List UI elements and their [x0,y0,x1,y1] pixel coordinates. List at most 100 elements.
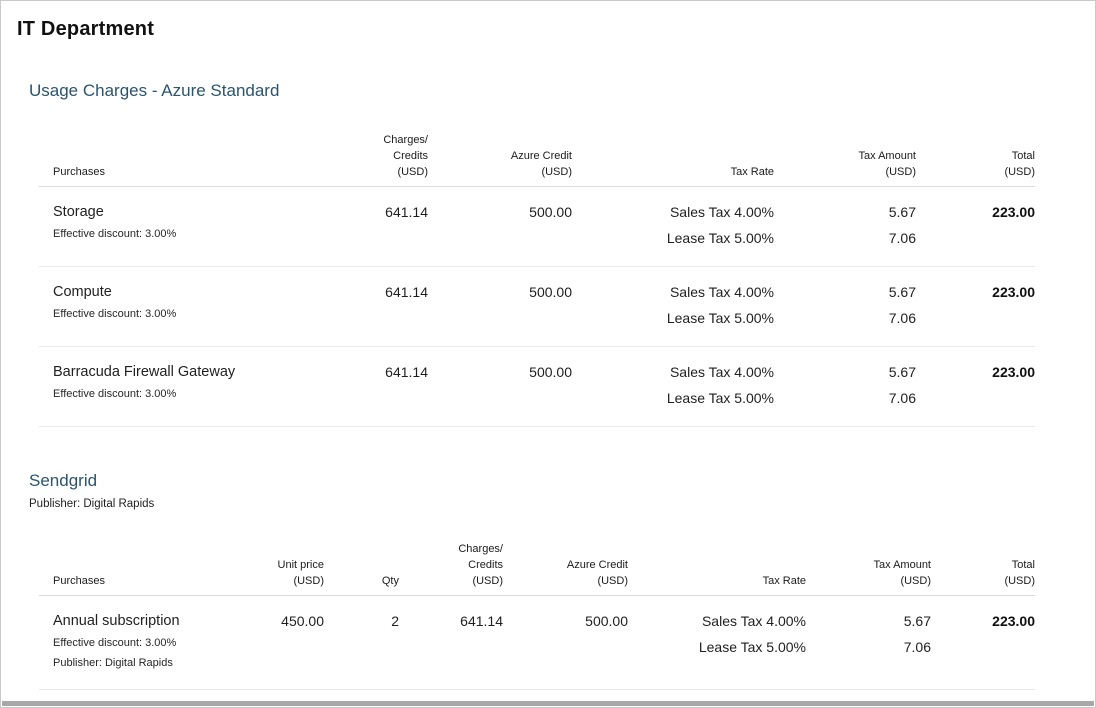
azure-credit-value: 500.00 [585,613,628,629]
unit-price-value: 450.00 [281,613,324,629]
purchase-name: Compute [53,284,112,300]
total-value: 223.00 [992,204,1035,220]
tax-rate-line: Sales Tax 4.00% [669,284,774,300]
purchase-detail: Publisher: Digital Rapids [53,657,173,669]
page-title: IT Department [17,18,155,40]
column-header-unit-price: Unit price (USD) [219,557,324,589]
sendgrid-table: Purchases Unit price (USD) Qty Charges/ … [39,538,1059,690]
tax-amount-cell: 5.67 7.06 [806,611,931,657]
column-header-line: Tax Rate [730,166,774,178]
column-header-line: Total [1011,559,1035,571]
column-header-purchases: Purchases [39,573,219,589]
charges-credits-value: 641.14 [385,284,428,300]
column-header-qty: Qty [324,573,399,589]
qty-value: 2 [391,613,399,629]
charges-credits-value: 641.14 [460,613,503,629]
column-header-charges-credits: Charges/ Credits (USD) [304,132,428,180]
tax-rate-line: Lease Tax 5.00% [666,230,774,246]
charges-credits-value: 641.14 [385,204,428,220]
column-header-line: (USD) [541,166,572,178]
purchase-detail: Effective discount: 3.00% [53,388,177,400]
column-header-line: Credits [468,559,503,571]
section-heading-sendgrid: Sendgrid [29,471,98,490]
column-header-total: Total (USD) [916,148,1035,180]
tax-rate-line: Lease Tax 5.00% [666,310,774,326]
section-publisher: Publisher: Digital Rapids [29,498,155,510]
tax-rate-cell: Sales Tax 4.00% Lease Tax 5.00% [628,611,806,657]
total-value: 223.00 [992,613,1035,629]
tax-rate-line: Sales Tax 4.00% [669,204,774,220]
column-header-total: Total (USD) [931,557,1035,589]
column-header-line: Charges/ [458,543,503,555]
column-header-tax-rate: Tax Rate [628,573,806,589]
tax-rate-cell: Sales Tax 4.00% Lease Tax 5.00% [572,282,774,328]
purchase-name: Barracuda Firewall Gateway [53,364,236,380]
horizontal-scrollbar[interactable] [2,701,1094,706]
column-header-line: Tax Rate [762,575,806,587]
tax-rate-line: Lease Tax 5.00% [698,639,806,655]
horizontal-scrollbar-thumb[interactable] [2,701,1094,706]
tax-amount-line: 5.67 [888,204,916,220]
purchase-name: Storage [53,204,104,220]
azure-credit-value: 500.00 [529,204,572,220]
column-header-tax-amount: Tax Amount (USD) [806,557,931,589]
tax-amount-cell: 5.67 7.06 [774,282,916,328]
column-header-tax-amount: Tax Amount (USD) [774,148,916,180]
table-row: Storage Effective discount: 3.00% 641.14… [39,187,1035,267]
table-row: Compute Effective discount: 3.00% 641.14… [39,267,1035,347]
column-header-line: (USD) [1004,575,1035,587]
column-header-line: Unit price [277,559,324,571]
tax-amount-line: 7.06 [888,390,916,406]
tax-amount-cell: 5.67 7.06 [774,202,916,248]
column-header-line: Purchases [53,575,105,587]
column-header-line: Purchases [53,166,105,178]
purchase-detail: Effective discount: 3.00% [53,637,177,649]
tax-rate-cell: Sales Tax 4.00% Lease Tax 5.00% [572,362,774,408]
column-header-line: (USD) [293,575,324,587]
column-header-line: Azure Credit [510,150,572,162]
tax-amount-line: 5.67 [903,613,931,629]
column-header-line: (USD) [900,575,931,587]
charges-credits-value: 641.14 [385,364,428,380]
column-header-line: Credits [393,150,428,162]
tax-rate-line: Sales Tax 4.00% [701,613,806,629]
total-value: 223.00 [992,284,1035,300]
column-header-azure-credit: Azure Credit (USD) [503,557,628,589]
purchase-detail: Effective discount: 3.00% [53,228,177,240]
usage-charges-table-header: Purchases Charges/ Credits (USD) Azure C… [39,129,1035,187]
tax-rate-cell: Sales Tax 4.00% Lease Tax 5.00% [572,202,774,248]
column-header-line: Tax Amount [858,150,916,162]
table-row: Annual subscription Effective discount: … [39,596,1035,690]
column-header-line: (USD) [885,166,916,178]
tax-amount-line: 7.06 [888,310,916,326]
tax-rate-line: Sales Tax 4.00% [669,364,774,380]
column-header-line: (USD) [597,575,628,587]
column-header-line: Qty [381,575,399,587]
usage-charges-table: Purchases Charges/ Credits (USD) Azure C… [39,129,1059,427]
column-header-tax-rate: Tax Rate [572,164,774,180]
tax-amount-line: 7.06 [903,639,931,655]
table-row: Barracuda Firewall Gateway Effective dis… [39,347,1035,427]
tax-amount-line: 5.67 [888,284,916,300]
sendgrid-table-header: Purchases Unit price (USD) Qty Charges/ … [39,538,1035,596]
section-heading-usage-charges: Usage Charges - Azure Standard [29,81,280,100]
azure-credit-value: 500.00 [529,364,572,380]
column-header-line: (USD) [472,575,503,587]
column-header-azure-credit: Azure Credit (USD) [428,148,572,180]
tax-amount-cell: 5.67 7.06 [774,362,916,408]
purchase-cell: Storage Effective discount: 3.00% [39,202,304,242]
column-header-line: Charges/ [383,134,428,146]
tax-amount-line: 7.06 [888,230,916,246]
purchase-detail: Effective discount: 3.00% [53,308,177,320]
purchase-cell: Compute Effective discount: 3.00% [39,282,304,322]
purchase-cell: Annual subscription Effective discount: … [39,611,219,671]
tax-rate-line: Lease Tax 5.00% [666,390,774,406]
column-header-line: Azure Credit [566,559,628,571]
column-header-line: Tax Amount [873,559,931,571]
purchase-cell: Barracuda Firewall Gateway Effective dis… [39,362,304,402]
column-header-line: (USD) [397,166,428,178]
column-header-charges-credits: Charges/ Credits (USD) [399,541,503,589]
column-header-line: (USD) [1004,166,1035,178]
purchase-name: Annual subscription [53,613,180,629]
